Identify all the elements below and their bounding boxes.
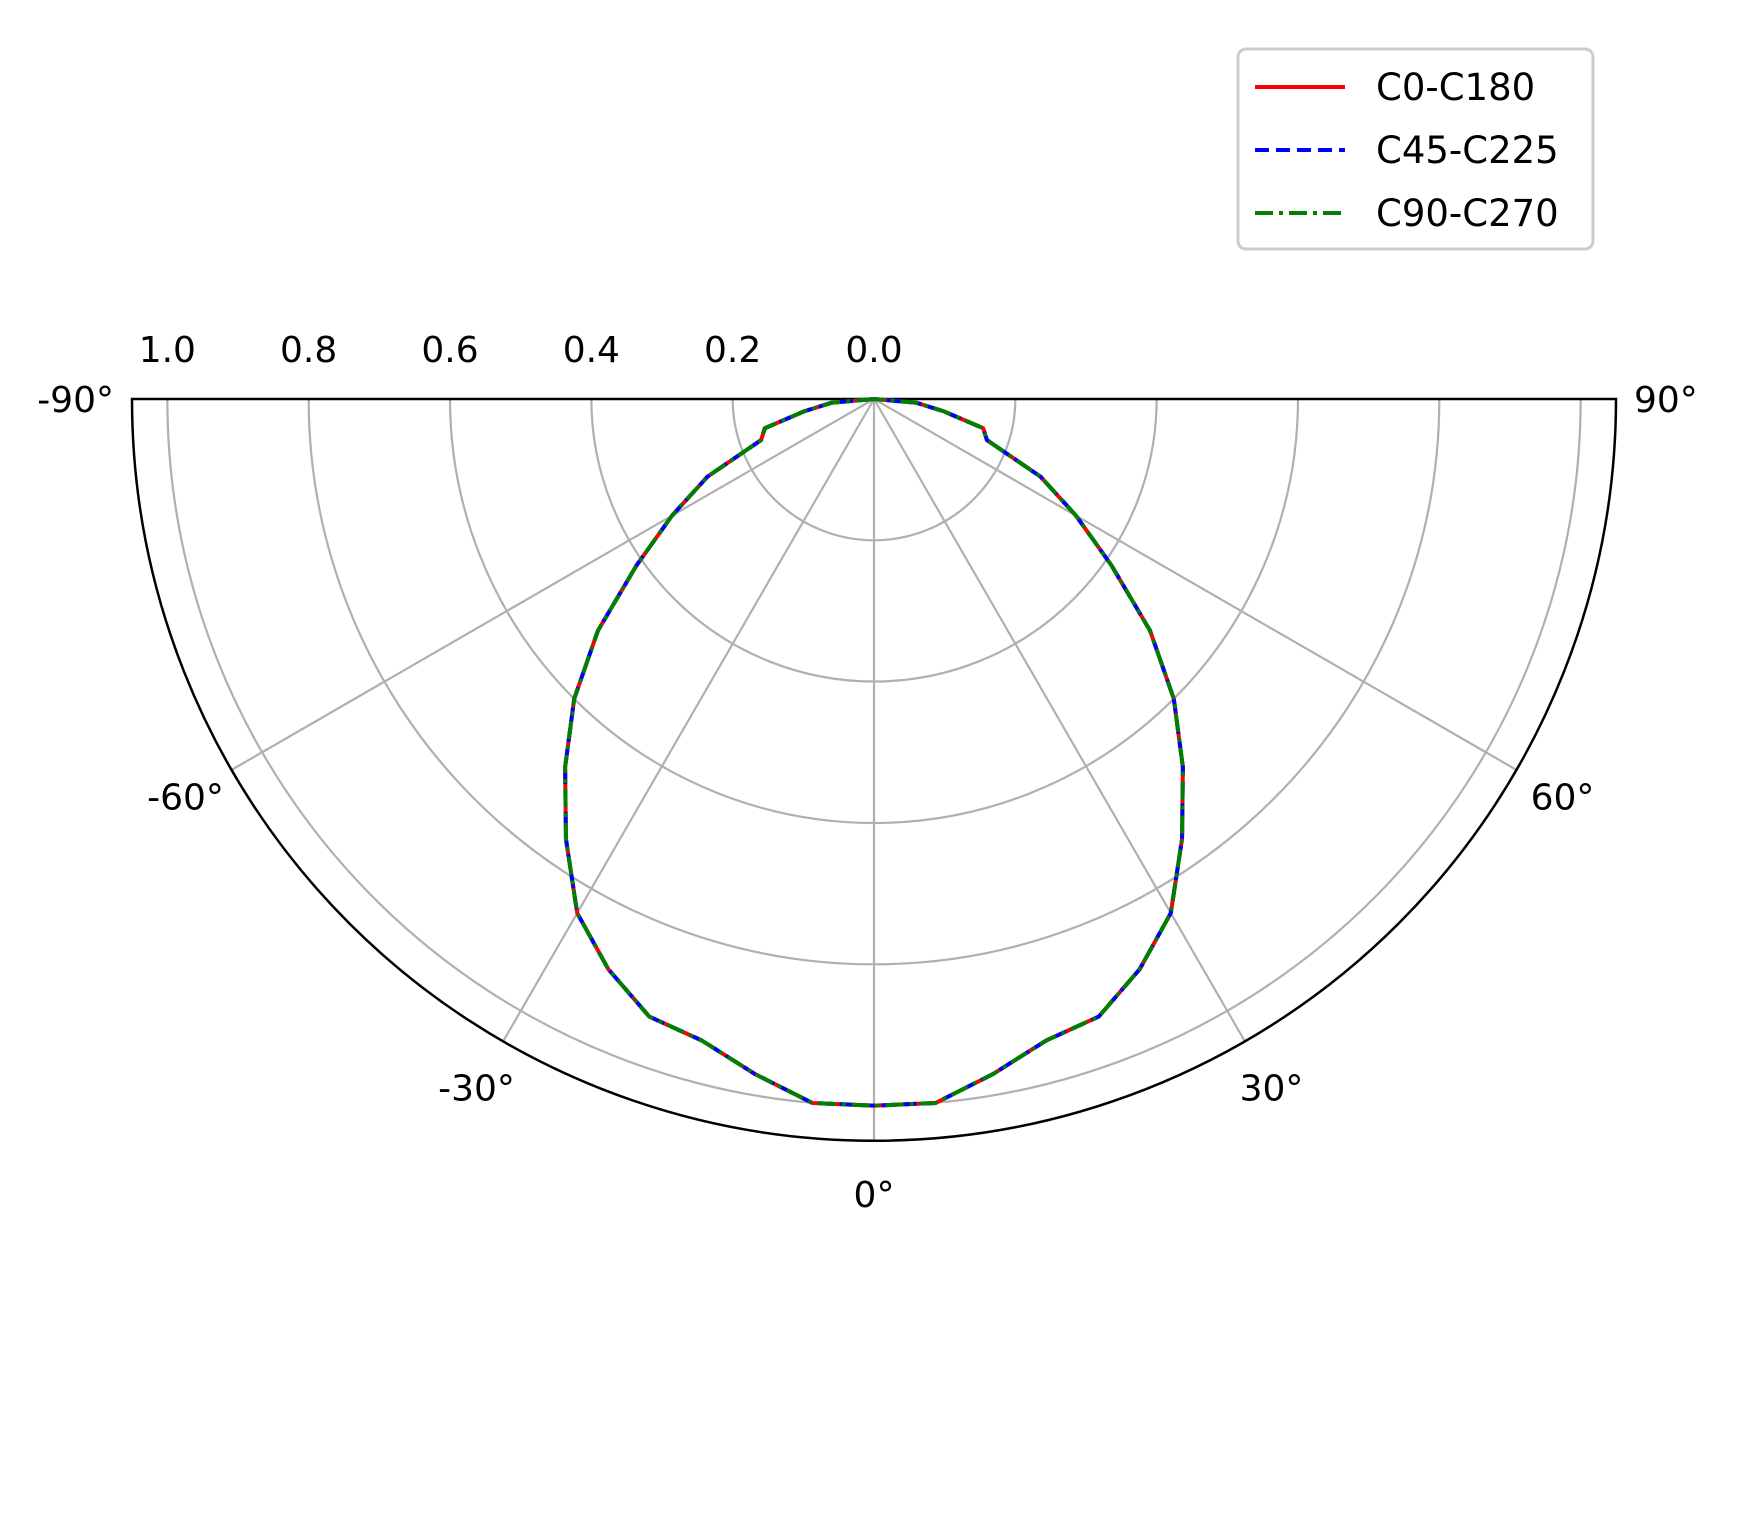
polar-frame [130, 397, 1618, 1143]
angle-tick-label: 0° [854, 1175, 895, 1216]
angular-gridline [230, 398, 875, 771]
legend-label: C0-C180 [1376, 66, 1535, 109]
axes-frame [130, 397, 1618, 1143]
legend-box [1236, 47, 1595, 251]
angle-tick-label: -30° [438, 1068, 515, 1109]
angular-gridline [873, 398, 1246, 1043]
radial-tick-label: 1.0 [139, 330, 196, 371]
radial-tick-labels: 1.0 0.8 0.6 0.4 0.2 0.0 [139, 330, 903, 371]
legend: C0-C180 C45-C225 C90-C270 [1236, 47, 1595, 251]
series-layer [563, 397, 1185, 1108]
radial-tick-label: 0.2 [704, 330, 761, 371]
radial-tick-label: 0.8 [280, 330, 337, 371]
series-line-c90-c270 [563, 397, 1185, 1108]
angular-gridline [502, 398, 875, 1043]
angular-gridline [873, 398, 1518, 771]
angle-tick-label: -90° [37, 380, 114, 421]
angle-tick-label: 30° [1240, 1068, 1304, 1109]
grid-layer [166, 398, 1582, 1141]
angle-tick-label: 90° [1634, 380, 1698, 421]
radial-tick-label: 0.4 [563, 330, 620, 371]
angle-tick-label: 60° [1531, 778, 1595, 819]
radial-tick-label: 0.6 [421, 330, 478, 371]
radial-tick-label: 0.0 [845, 330, 902, 371]
legend-label: C90-C270 [1376, 192, 1559, 235]
angle-tick-labels: -90° -60° -30° 0° 30° 60° 90° [37, 380, 1698, 1216]
angle-tick-label: -60° [147, 778, 224, 819]
legend-label: C45-C225 [1376, 129, 1559, 172]
